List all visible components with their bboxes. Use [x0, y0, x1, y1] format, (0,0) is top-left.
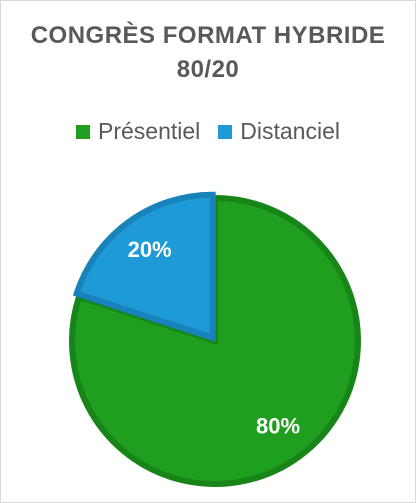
data-label: 80%	[256, 414, 300, 439]
legend: Présentiel Distanciel	[1, 118, 415, 145]
chart-title: CONGRÈS FORMAT HYBRIDE 80/20	[30, 22, 386, 83]
legend-swatch	[76, 124, 90, 139]
legend-swatch	[218, 124, 233, 139]
pie-slice	[72, 191, 216, 342]
data-label: 20%	[128, 237, 172, 262]
legend-entry: Distanciel	[218, 118, 340, 145]
legend-label: Présentiel	[98, 118, 201, 144]
legend-entry: Présentiel	[76, 118, 200, 145]
legend-label: Distanciel	[240, 118, 340, 144]
